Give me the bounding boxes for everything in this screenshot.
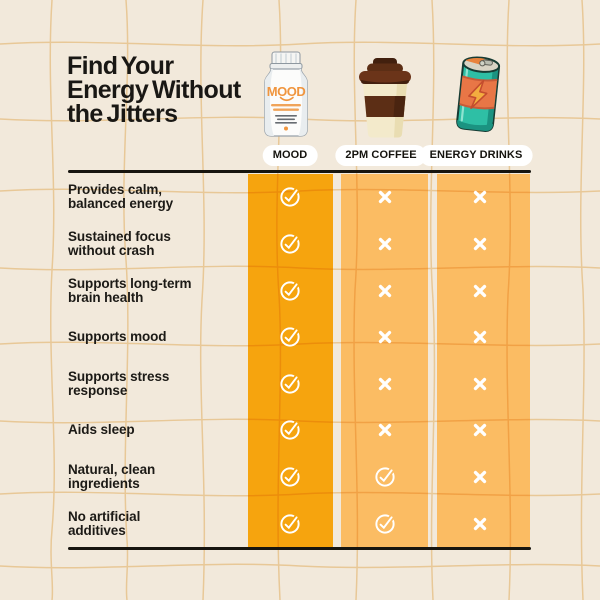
check-icon <box>268 267 312 314</box>
column-label-mood: MOOD <box>262 145 318 166</box>
check-icon <box>363 454 407 501</box>
check-icon <box>268 454 312 501</box>
cross-icon <box>363 267 407 314</box>
cross-icon <box>363 361 407 408</box>
cross-icon <box>363 314 407 361</box>
check-icon <box>268 361 312 408</box>
feature-label: Aids sleep <box>68 422 135 438</box>
cross-icon <box>363 407 407 454</box>
top-divider <box>68 170 531 173</box>
check-icon <box>268 407 312 454</box>
marks-column-energy <box>458 174 502 547</box>
feature-label: Supports mood <box>68 329 167 345</box>
energy-drink-can-icon <box>456 56 501 132</box>
title-line-2: Energy Without <box>67 76 241 104</box>
cross-icon <box>458 267 502 314</box>
check-icon <box>363 500 407 547</box>
marks-column-mood <box>268 174 312 547</box>
feature-label: Provides calm, balanced energy <box>68 182 174 212</box>
cross-icon <box>458 174 502 221</box>
check-icon <box>268 500 312 547</box>
cross-icon <box>458 221 502 268</box>
feature-label: Natural, clean ingredients <box>68 462 156 492</box>
title-line-1: Find Your <box>67 52 174 80</box>
feature-label: Supports stress response <box>68 368 170 398</box>
check-icon <box>268 221 312 268</box>
feature-label: Sustained focus without crash <box>68 228 171 258</box>
cross-icon <box>458 407 502 454</box>
column-label-energy: ENERGY DRINKS <box>419 145 533 166</box>
mood-supplement-bottle-icon: MOOD <box>264 51 308 137</box>
feature-label: No artificial additives <box>68 508 141 538</box>
cross-icon <box>458 314 502 361</box>
feature-list: Provides calm, balanced energy Sustained f… <box>68 174 244 547</box>
bottle-brand-text: MOOD <box>267 84 306 99</box>
marks-column-coffee <box>363 174 407 547</box>
cross-icon <box>458 361 502 408</box>
title-line-3: the Jitters <box>67 100 178 128</box>
feature-label: Supports long-term brain health <box>68 275 192 305</box>
cross-icon <box>458 500 502 547</box>
coffee-cup-icon <box>359 58 411 138</box>
check-icon <box>268 174 312 221</box>
column-label-coffee: 2PM COFFEE <box>335 145 427 166</box>
column-strip-energy <box>437 174 530 547</box>
check-icon <box>268 314 312 361</box>
bottom-divider <box>68 547 531 550</box>
cross-icon <box>363 174 407 221</box>
cross-icon <box>363 221 407 268</box>
cross-icon <box>458 454 502 501</box>
page-title: Find Your Energy Without the Jitters <box>67 52 241 128</box>
